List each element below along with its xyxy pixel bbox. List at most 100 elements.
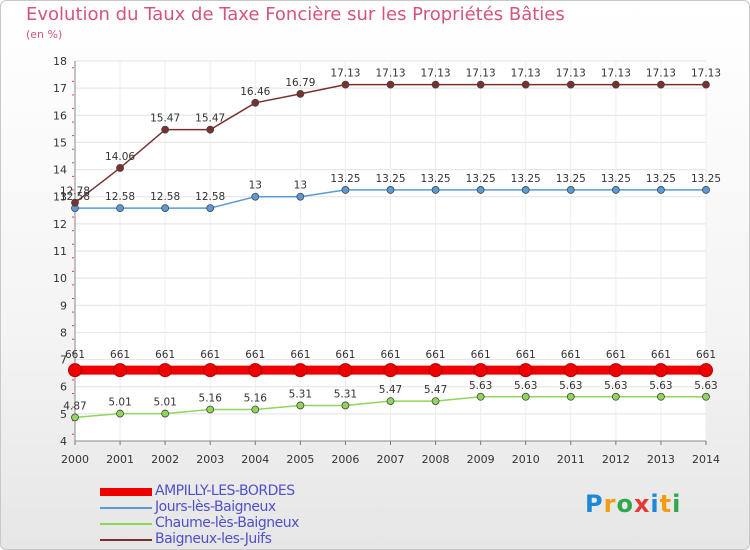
data-point bbox=[203, 363, 218, 378]
data-point bbox=[702, 186, 710, 194]
x-tick-label: 2006 bbox=[331, 453, 359, 466]
data-point bbox=[476, 186, 485, 194]
data-label: 661 bbox=[471, 349, 491, 361]
legend-swatch bbox=[100, 488, 152, 496]
data-point bbox=[702, 80, 710, 89]
x-tick-label: 2000 bbox=[61, 453, 89, 466]
x-tick-label: 2014 bbox=[692, 453, 720, 466]
data-point bbox=[341, 80, 350, 89]
data-label: 15.47 bbox=[195, 113, 225, 125]
data-point bbox=[476, 392, 485, 401]
data-point bbox=[206, 125, 215, 134]
data-label: 5.63 bbox=[604, 380, 627, 392]
data-label: 12.58 bbox=[105, 191, 135, 203]
data-label: 13 bbox=[294, 180, 307, 192]
data-point bbox=[251, 192, 260, 201]
data-label: 17.13 bbox=[556, 68, 586, 80]
logo-letter: i bbox=[650, 490, 660, 518]
chart-title: Evolution du Taux de Taxe Foncière sur l… bbox=[26, 4, 565, 25]
data-label: 12.58 bbox=[150, 191, 180, 203]
data-point bbox=[566, 186, 575, 194]
x-tick-label: 2008 bbox=[422, 453, 450, 466]
data-label: 661 bbox=[110, 349, 130, 361]
data-point bbox=[386, 397, 395, 406]
x-tick-label: 2010 bbox=[512, 453, 540, 466]
data-point bbox=[158, 363, 173, 378]
legend-label: Jours-lès-Baigneux bbox=[155, 499, 276, 515]
data-label: 661 bbox=[335, 349, 355, 361]
data-point bbox=[473, 363, 488, 378]
data-label: 4.87 bbox=[63, 400, 86, 412]
y-tick-label: 18 bbox=[53, 55, 67, 68]
x-tick-label: 2007 bbox=[377, 453, 405, 466]
data-point bbox=[161, 125, 170, 134]
data-label: 17.13 bbox=[691, 68, 721, 80]
data-label: 5.31 bbox=[334, 388, 357, 400]
data-point bbox=[116, 164, 124, 172]
data-label: 13 bbox=[249, 180, 262, 192]
data-point bbox=[386, 186, 395, 194]
logo-letter: o bbox=[616, 490, 634, 518]
data-label: 12.58 bbox=[195, 191, 225, 203]
data-point bbox=[161, 204, 170, 213]
legend-label: Chaume-lès-Baigneux bbox=[155, 515, 299, 531]
y-tick-label: 16 bbox=[53, 109, 67, 122]
data-label: 15.47 bbox=[150, 113, 180, 125]
data-label: 661 bbox=[651, 349, 671, 361]
data-label: 13.25 bbox=[601, 173, 631, 185]
data-point bbox=[296, 401, 305, 410]
data-label: 661 bbox=[65, 349, 85, 361]
data-label: 17.13 bbox=[511, 68, 541, 80]
logo-letter: t bbox=[659, 490, 673, 518]
data-label: 5.16 bbox=[244, 393, 268, 405]
data-point bbox=[206, 204, 215, 213]
data-label: 5.47 bbox=[424, 384, 447, 396]
x-tick-label: 2011 bbox=[557, 453, 585, 466]
data-label: 13.25 bbox=[691, 173, 721, 185]
y-tick-label: 8 bbox=[60, 326, 67, 339]
data-label: 5.63 bbox=[469, 380, 492, 392]
data-point bbox=[161, 409, 170, 418]
y-tick-label: 6 bbox=[60, 381, 67, 394]
data-point bbox=[116, 204, 124, 213]
data-label: 13.25 bbox=[421, 173, 451, 185]
data-point bbox=[566, 80, 575, 89]
data-label: 5.63 bbox=[559, 380, 582, 392]
series-chaume-l-s-baigneux: 4.87 5.01 5.01 5.16 5.16 5.31 5.31 5.47 5.47 5.63… bbox=[63, 380, 718, 422]
logo-letter: P bbox=[585, 490, 604, 518]
y-tick-label: 14 bbox=[53, 164, 67, 177]
data-label: 5.63 bbox=[514, 380, 537, 392]
data-point bbox=[653, 363, 668, 378]
x-tick-label: 2001 bbox=[106, 453, 134, 466]
data-label: 17.13 bbox=[466, 68, 496, 80]
data-point bbox=[71, 413, 79, 422]
data-point bbox=[611, 392, 620, 401]
data-label: 16.46 bbox=[240, 86, 270, 98]
data-point bbox=[611, 186, 620, 194]
series-jours-l-s-baigneux: 12.58 12.58 12.58 12.58 13 13 13.25 13.25 13.25 1… bbox=[60, 173, 721, 213]
data-label: 661 bbox=[290, 349, 310, 361]
data-point bbox=[386, 80, 395, 89]
legend-swatch bbox=[100, 539, 152, 541]
y-tick-label: 10 bbox=[53, 272, 67, 285]
data-label: 13.25 bbox=[466, 173, 496, 185]
y-tick-label: 5 bbox=[60, 408, 67, 421]
data-point bbox=[68, 363, 82, 378]
x-tick-label: 2009 bbox=[467, 453, 495, 466]
data-point bbox=[341, 401, 350, 410]
data-point bbox=[431, 186, 440, 194]
data-label: 661 bbox=[245, 349, 265, 361]
data-label: 16.79 bbox=[285, 77, 315, 89]
y-tick-label: 9 bbox=[60, 299, 67, 312]
data-point bbox=[338, 363, 353, 378]
y-tick-label: 12 bbox=[53, 218, 67, 231]
data-point bbox=[611, 80, 620, 89]
data-point bbox=[383, 363, 398, 378]
data-point bbox=[116, 409, 124, 418]
legend-label: AMPILLY-LES-BORDES bbox=[155, 483, 295, 499]
data-label: 12.58 bbox=[60, 191, 90, 203]
data-label: 17.13 bbox=[646, 68, 676, 80]
data-point bbox=[657, 186, 665, 194]
x-tick-label: 2002 bbox=[151, 453, 179, 466]
data-point bbox=[521, 392, 530, 401]
